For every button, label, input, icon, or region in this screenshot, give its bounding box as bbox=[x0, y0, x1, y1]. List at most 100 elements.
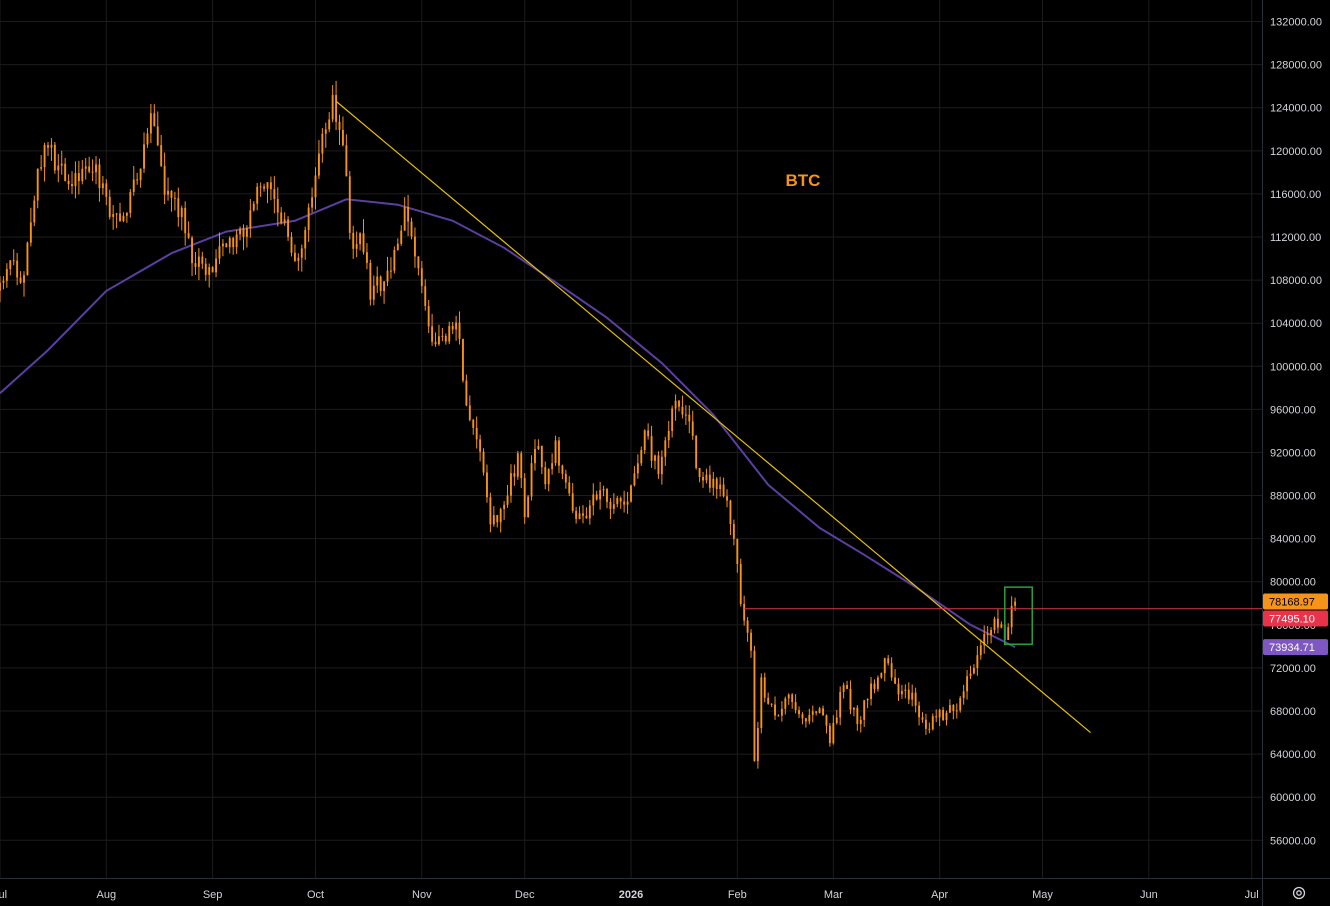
candle-body bbox=[259, 186, 262, 188]
y-tick-label: 124000.00 bbox=[1270, 103, 1322, 115]
candle-body bbox=[458, 322, 461, 339]
candle-body bbox=[609, 501, 612, 509]
candle-body bbox=[98, 164, 101, 189]
candle-body bbox=[283, 219, 286, 224]
candle-body bbox=[232, 237, 235, 248]
candle-body bbox=[414, 236, 416, 257]
moving-average-layer bbox=[0, 198, 1016, 648]
candle-body bbox=[376, 276, 379, 286]
candle-body bbox=[520, 453, 523, 479]
candle-body bbox=[486, 472, 488, 498]
candle-body bbox=[678, 400, 680, 407]
candle-body bbox=[201, 256, 204, 264]
candle-body bbox=[420, 268, 423, 287]
candle-body bbox=[455, 322, 458, 330]
candle-body bbox=[681, 406, 684, 415]
moving-average-line bbox=[0, 198, 1016, 648]
candle-body bbox=[57, 165, 60, 171]
candle-body bbox=[300, 248, 303, 258]
candle-body bbox=[904, 689, 907, 691]
candle-body bbox=[451, 325, 454, 330]
candle-body bbox=[918, 705, 921, 718]
x-tick-label: Nov bbox=[412, 889, 432, 901]
candle-body bbox=[269, 182, 272, 190]
candle-body bbox=[657, 455, 660, 475]
candle-body bbox=[753, 650, 756, 762]
candle-body bbox=[95, 164, 97, 173]
candle-body bbox=[208, 267, 211, 275]
drawing-overlays[interactable] bbox=[335, 100, 1262, 734]
chart-settings-button[interactable] bbox=[1288, 882, 1310, 904]
x-tick-label: Sep bbox=[203, 889, 223, 901]
candle-body bbox=[801, 714, 804, 719]
x-tick-label: Apr bbox=[931, 889, 948, 901]
candle-body bbox=[887, 658, 890, 664]
candle-body bbox=[996, 618, 999, 628]
candle-body bbox=[698, 468, 701, 477]
price-badge bbox=[1263, 610, 1328, 627]
candle-body bbox=[307, 207, 310, 230]
candle-body bbox=[125, 212, 128, 216]
candle-body bbox=[194, 263, 197, 267]
candle-body bbox=[602, 489, 605, 491]
candle-body bbox=[1014, 601, 1017, 606]
candle-body bbox=[815, 711, 818, 713]
candle-body bbox=[938, 709, 941, 718]
candle-body bbox=[71, 184, 73, 187]
y-tick-label: 128000.00 bbox=[1270, 60, 1322, 72]
candle-body bbox=[774, 704, 776, 716]
candle-body bbox=[959, 698, 962, 711]
candle-body bbox=[273, 189, 276, 200]
candle-body bbox=[468, 405, 471, 420]
candle-body bbox=[516, 453, 519, 477]
candle-body bbox=[585, 515, 588, 519]
candle-body bbox=[571, 493, 574, 511]
x-tick-label: Oct bbox=[307, 889, 324, 901]
candle-body bbox=[1000, 624, 1003, 628]
candle-body bbox=[338, 121, 341, 130]
candle-body bbox=[551, 463, 554, 470]
candle-body bbox=[856, 707, 859, 725]
y-tick-label: 108000.00 bbox=[1270, 275, 1322, 287]
candle-body bbox=[43, 145, 46, 168]
candle-body bbox=[311, 197, 314, 208]
candle-body bbox=[23, 275, 25, 283]
candle-body bbox=[153, 113, 156, 127]
candle-body bbox=[129, 191, 132, 213]
candle-body bbox=[492, 515, 495, 525]
candle-body bbox=[64, 163, 67, 181]
y-tick-label: 60000.00 bbox=[1270, 792, 1316, 804]
candle-body bbox=[143, 144, 145, 169]
highlight-box[interactable] bbox=[1004, 586, 1033, 645]
candle-body bbox=[870, 683, 872, 699]
candle-body bbox=[81, 168, 84, 182]
candle-body bbox=[105, 183, 108, 197]
candle-body bbox=[945, 712, 948, 720]
candle-body bbox=[702, 476, 704, 481]
candle-body bbox=[225, 243, 228, 248]
candle-body bbox=[654, 455, 656, 461]
candle-body bbox=[664, 440, 667, 457]
candle-body bbox=[650, 436, 653, 461]
candle-body bbox=[29, 222, 32, 243]
candle-body bbox=[462, 338, 464, 381]
candle-body bbox=[746, 620, 749, 633]
candle-body bbox=[393, 250, 396, 271]
candle-body bbox=[465, 380, 468, 406]
candle-body bbox=[496, 515, 499, 523]
candle-body bbox=[235, 234, 238, 248]
candle-body bbox=[695, 435, 698, 469]
candle-body bbox=[1010, 605, 1013, 628]
candle-body bbox=[739, 563, 742, 604]
price-badges: 78168.97 77495.10 73934.71 bbox=[1263, 593, 1328, 656]
candle-body bbox=[101, 183, 104, 189]
candle-body bbox=[379, 276, 382, 292]
candle-body bbox=[928, 728, 931, 730]
candle-body bbox=[791, 694, 794, 703]
candle-body bbox=[777, 715, 780, 717]
candle-body bbox=[372, 285, 375, 300]
candle-body bbox=[966, 676, 969, 692]
candle-body bbox=[993, 618, 996, 630]
downtrend-line[interactable] bbox=[335, 100, 1091, 734]
